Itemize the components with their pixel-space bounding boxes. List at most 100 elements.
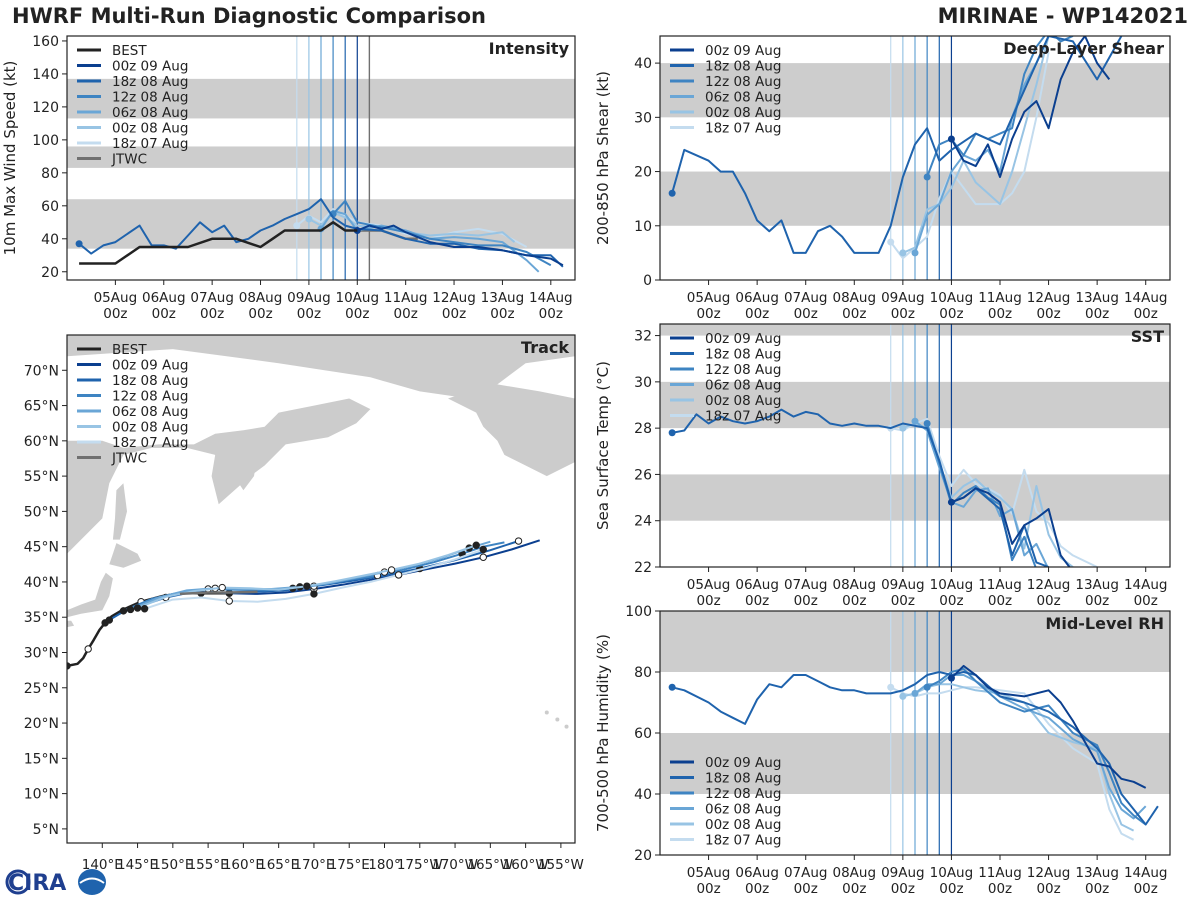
intensity-xtick-day: 05Aug — [94, 290, 138, 306]
shear-ytick-label: 40 — [634, 56, 652, 72]
track-ytick-label: 55°N — [24, 469, 59, 485]
sst-ytick-label: 22 — [634, 560, 652, 576]
shear-plot-area — [660, 36, 1170, 280]
sst-legend-label: 12z 08 Aug — [705, 362, 781, 378]
intensity-frame — [66, 35, 576, 281]
track-legend-label: 00z 09 Aug — [112, 358, 188, 374]
track-xtick-label: 165°E — [258, 857, 299, 873]
sst-ytick-label: 26 — [634, 467, 652, 483]
intensity-ytick-label: 100 — [32, 133, 59, 149]
rh-xtick-hour: 00z — [1134, 881, 1158, 897]
track-xtick-label: 155°W — [538, 857, 584, 873]
intensity-init-marker — [305, 215, 313, 223]
rh-init-marker — [668, 683, 676, 691]
sst-init-marker — [911, 417, 919, 425]
intensity-legend-label: BEST — [112, 43, 147, 59]
shear-xtick-day: 06Aug — [735, 290, 779, 306]
shear-panel-title: Deep-Layer Shear — [1003, 39, 1164, 58]
shear-init-marker — [911, 249, 919, 257]
intensity-xtick-hour: 00z — [442, 306, 466, 322]
sst-xtick-day: 12Aug — [1027, 577, 1071, 593]
shear-legend-label: 18z 07 Aug — [705, 121, 781, 137]
track-line-series — [229, 539, 541, 595]
rh-xtick-hour: 00z — [1085, 881, 1109, 897]
sst-xtick-hour: 00z — [696, 593, 720, 609]
rh-init-marker — [887, 683, 895, 691]
intensity-xtick-hour: 00z — [297, 306, 321, 322]
track-chart: 5°N 10°N 15°N 20°N 25°N 30°N 35°N 40°N 45°N 50°N 5… — [24, 334, 584, 873]
intensity-xtick-day: 06Aug — [142, 290, 186, 306]
track-plot-area — [67, 335, 575, 729]
sst-chart: 22242628303205Aug00z06Aug00z07Aug00z08Au… — [594, 323, 1171, 609]
sst-xtick-day: 09Aug — [881, 577, 925, 593]
track-land-mass — [67, 572, 113, 618]
track-point — [479, 545, 487, 554]
track-land-mass — [208, 440, 258, 491]
shear-init-marker — [947, 135, 955, 143]
sst-xtick-hour: 00z — [939, 593, 963, 609]
track-xtick-label: 155°E — [188, 857, 229, 873]
rh-xtick-day: 12Aug — [1027, 865, 1071, 881]
track-point — [105, 616, 114, 624]
rh-series-line — [914, 674, 1147, 820]
rh-xtick-day: 06Aug — [735, 865, 779, 881]
intensity-legend-label: 00z 09 Aug — [112, 59, 188, 75]
rh-ytick-label: 100 — [625, 604, 652, 620]
rh-xtick-hour: 00z — [1036, 881, 1060, 897]
track-land-mass — [448, 384, 575, 477]
track-ytick-label: 15°N — [24, 751, 59, 767]
rh-xtick-day: 10Aug — [930, 865, 974, 881]
shear-xtick-day: 12Aug — [1027, 290, 1071, 306]
rh-legend-label: 00z 09 Aug — [705, 755, 781, 771]
rh-plot-area — [660, 611, 1170, 855]
shear-xtick-day: 10Aug — [930, 290, 974, 306]
track-line-series — [179, 590, 258, 596]
rh-xtick-day: 11Aug — [978, 865, 1022, 881]
intensity-xtick-day: 09Aug — [287, 290, 331, 306]
track-xtick-label: 160°W — [503, 857, 549, 873]
sst-init-marker — [947, 498, 955, 506]
rh-xtick-day: 13Aug — [1075, 865, 1119, 881]
intensity-init-marker — [75, 240, 83, 248]
sst-legend-label: 06z 08 Aug — [705, 378, 781, 394]
track-island — [544, 710, 549, 715]
sst-legend-label: 18z 07 Aug — [705, 409, 781, 425]
track-line-series — [144, 548, 484, 610]
track-land-mass — [112, 483, 127, 540]
cira-logo: CIRA — [5, 869, 106, 896]
track-land-mass — [67, 620, 75, 628]
sst-xtick-day: 07Aug — [784, 577, 828, 593]
track-xtick-label: 160°E — [223, 857, 264, 873]
intensity-series-line — [356, 224, 564, 267]
sst-ytick-label: 24 — [634, 514, 652, 530]
track-point — [394, 571, 403, 579]
intensity-ytick-label: 120 — [32, 100, 59, 116]
sst-legend-label: 18z 08 Aug — [705, 347, 781, 363]
intensity-series-line — [79, 221, 358, 265]
rh-ytick-label: 80 — [634, 665, 652, 681]
intensity-xtick-hour: 00z — [490, 306, 514, 322]
intensity-xtick-hour: 00z — [539, 306, 563, 322]
sst-init-marker — [923, 420, 931, 428]
rh-init-marker — [947, 674, 955, 682]
sst-init-marker — [899, 424, 907, 432]
track-island — [555, 717, 560, 722]
track-ytick-label: 5°N — [33, 822, 59, 838]
track-point — [479, 553, 487, 561]
track-ytick-label: 45°N — [24, 540, 59, 556]
rh-xtick-day: 14Aug — [1124, 865, 1168, 881]
shear-legend-label: 06z 08 Aug — [705, 90, 781, 106]
track-xtick-label: 150°E — [152, 857, 193, 873]
track-point — [303, 582, 311, 590]
sst-xtick-day: 06Aug — [735, 577, 779, 593]
track-legend-label: 18z 08 Aug — [112, 373, 188, 389]
shear-ylabel: 200-850 hPa Shear (kt) — [594, 71, 612, 245]
sst-xtick-day: 05Aug — [687, 577, 731, 593]
sst-xtick-hour: 00z — [794, 593, 818, 609]
track-xtick-label: 170°W — [432, 857, 478, 873]
shear-xtick-day: 09Aug — [881, 290, 925, 306]
track-xtick-label: 140°E — [82, 857, 123, 873]
